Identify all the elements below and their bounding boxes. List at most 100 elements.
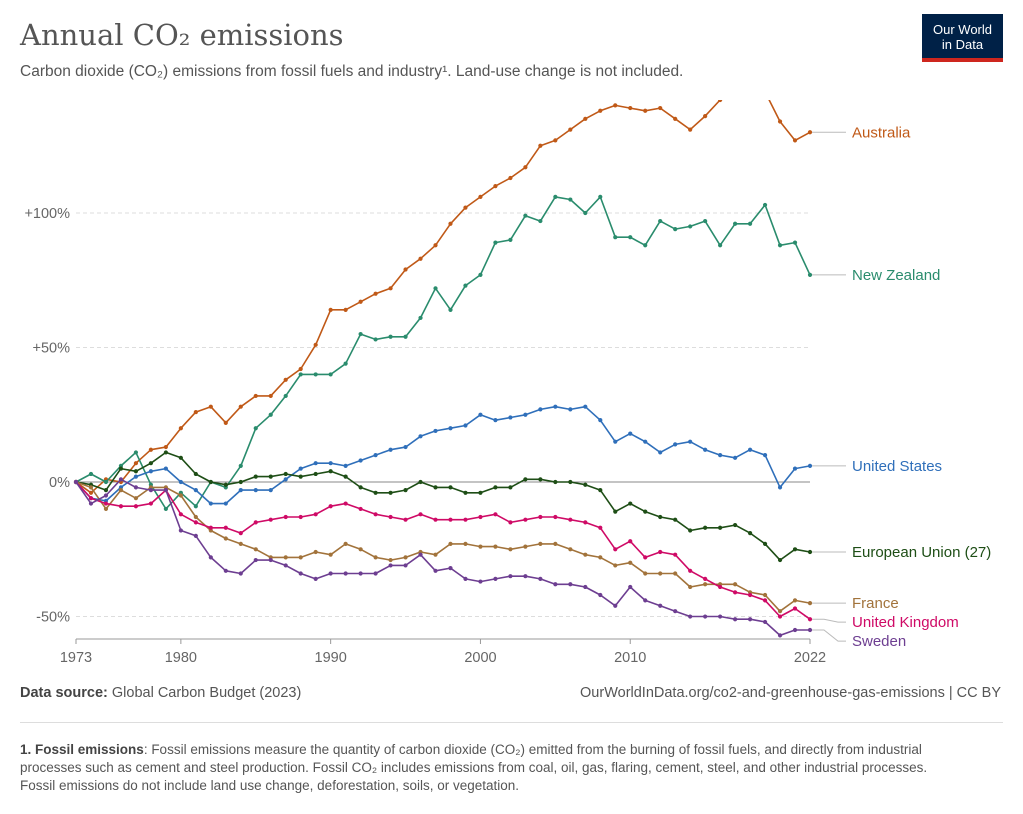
data-point (598, 418, 603, 423)
data-point (703, 114, 708, 119)
data-point (358, 485, 363, 490)
data-point (193, 520, 198, 525)
data-point (403, 334, 408, 339)
data-point (508, 175, 513, 181)
data-point (448, 221, 453, 226)
data-point (418, 434, 423, 439)
data-point (73, 479, 79, 485)
data-point (553, 194, 558, 199)
data-point (448, 517, 453, 522)
data-point (343, 463, 348, 468)
data-point (223, 525, 228, 530)
data-point (358, 571, 363, 576)
data-point (268, 412, 273, 417)
data-point (448, 426, 453, 431)
x-tick-label: 2022 (794, 650, 826, 666)
footer-divider (20, 722, 1003, 723)
source-url[interactable]: OurWorldInData.org/co2-and-greenhouse-ga… (580, 685, 1001, 701)
data-point (598, 108, 603, 113)
data-point (208, 479, 213, 485)
label-connector (812, 618, 846, 623)
data-point (298, 514, 303, 520)
data-point (268, 474, 273, 479)
data-point (148, 488, 153, 493)
logo-line-1: Our World (933, 22, 992, 37)
data-point (673, 609, 678, 614)
data-point (658, 105, 663, 111)
data-point (163, 488, 168, 493)
data-point (328, 571, 333, 576)
data-point (358, 547, 363, 552)
data-point (373, 512, 378, 517)
data-point (613, 547, 618, 552)
data-point (538, 576, 543, 581)
series-label: United Kingdom (852, 614, 959, 631)
data-point (718, 100, 723, 103)
data-point (538, 143, 543, 148)
data-point (148, 469, 153, 474)
data-point (643, 509, 648, 514)
data-point (433, 428, 438, 434)
data-point (747, 531, 753, 536)
data-point (583, 520, 588, 525)
data-point (253, 547, 258, 552)
data-point (88, 490, 94, 495)
data-point (298, 466, 303, 471)
data-point (193, 471, 198, 477)
data-point (148, 501, 153, 506)
data-point (103, 493, 109, 498)
data-point (658, 218, 663, 224)
series-label: Australia (852, 124, 911, 141)
data-point (777, 243, 783, 248)
data-point (807, 130, 813, 135)
data-point (223, 501, 228, 506)
data-point (747, 592, 753, 598)
data-point (433, 552, 438, 557)
data-point (718, 614, 723, 619)
data-point (628, 501, 633, 506)
data-point (463, 517, 468, 522)
data-point (807, 463, 813, 468)
data-point (403, 517, 408, 522)
data-point (478, 194, 483, 199)
owid-logo[interactable]: Our World in Data (922, 14, 1003, 62)
series-line (75, 481, 811, 620)
data-point (268, 488, 273, 493)
data-point (253, 393, 258, 399)
data-point (223, 536, 228, 541)
series-line (75, 196, 811, 510)
data-point (747, 221, 753, 226)
data-point (762, 592, 768, 598)
series-line (75, 478, 810, 637)
data-point (508, 574, 513, 579)
data-point (223, 420, 228, 425)
data-point (553, 404, 558, 409)
data-source-text[interactable]: Global Carbon Budget (2023) (111, 685, 302, 701)
data-point (283, 563, 288, 568)
data-point (762, 453, 768, 458)
data-point (433, 517, 438, 522)
data-point (253, 474, 258, 479)
data-point (777, 557, 783, 563)
data-point (223, 568, 228, 573)
data-point (478, 490, 483, 495)
y-tick-label: +100% (24, 206, 70, 222)
series-labels: Australia New Zealand United States Europea… (812, 124, 991, 650)
data-point (538, 477, 543, 482)
series-label: European Union (27) (852, 544, 991, 561)
data-point (328, 372, 333, 377)
data-point (193, 533, 198, 538)
data-point (238, 541, 243, 547)
data-point (538, 541, 543, 547)
data-point (733, 590, 738, 595)
data-point (777, 633, 783, 638)
data-point (373, 555, 378, 560)
data-point (88, 496, 94, 501)
data-point (388, 563, 393, 568)
data-point (583, 116, 588, 121)
data-point (178, 426, 183, 431)
y-tick-label: 0% (49, 475, 70, 491)
data-point (703, 582, 708, 587)
data-point (658, 571, 663, 576)
data-point (628, 235, 633, 240)
